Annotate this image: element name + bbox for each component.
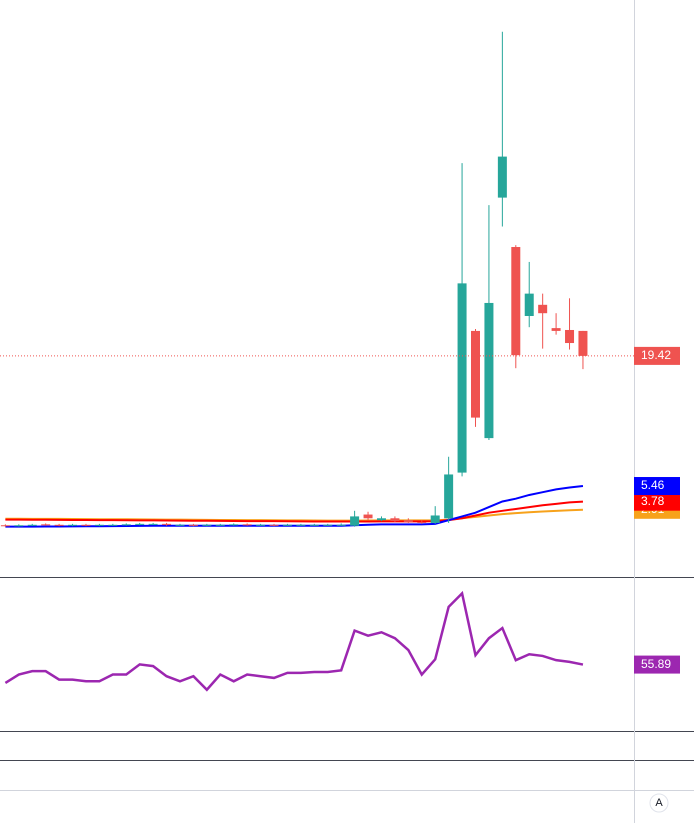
candle-body [162, 523, 172, 525]
candle-body [484, 302, 494, 439]
candle-body [0, 525, 10, 527]
candle-body [376, 518, 386, 521]
last-value-label: 3.78 [641, 494, 665, 508]
candle-body [363, 514, 373, 519]
candle-body [497, 156, 507, 198]
last-value-tag [634, 346, 680, 365]
candle-body [256, 524, 266, 526]
candle-body [94, 524, 104, 526]
candle-body [296, 524, 306, 526]
candle-body [148, 523, 158, 525]
last-value-tag [634, 477, 680, 496]
candle-body [215, 524, 225, 526]
candle-body [511, 247, 521, 356]
candle-body [551, 328, 561, 331]
candle-body [54, 524, 64, 526]
candle-body [578, 330, 588, 356]
candle-body [350, 516, 360, 526]
candle-body [121, 524, 131, 526]
candle-body [417, 522, 427, 524]
line-series [4, 590, 584, 692]
marks-layer [0, 31, 634, 692]
candle-body [444, 474, 454, 519]
candle-body [108, 524, 118, 526]
candle-body [229, 524, 239, 526]
auto-scale-button[interactable] [649, 793, 669, 813]
line-series [5, 500, 584, 523]
candle-body [175, 524, 185, 526]
line-series [5, 485, 584, 528]
candle-body [282, 524, 292, 526]
candle-body [524, 293, 534, 316]
candle-body [188, 524, 198, 526]
candle-body [81, 524, 91, 526]
candle-body [403, 520, 413, 523]
candle-body [269, 524, 279, 526]
candle-body [323, 524, 333, 526]
auto-scale-label[interactable]: A [655, 797, 663, 809]
candle-body [309, 524, 319, 526]
last-value-label: 55.89 [641, 657, 671, 671]
candle-body [135, 523, 145, 525]
candle-body [41, 524, 51, 526]
candle-body [430, 515, 440, 523]
candle-body [457, 283, 467, 473]
candle-body [390, 518, 400, 522]
last-value-tag [634, 492, 680, 511]
last-value-label: 19.42 [641, 348, 671, 362]
candle-body [68, 524, 78, 526]
candle-body [27, 524, 37, 526]
candle-body [471, 330, 480, 418]
candle-body [565, 329, 575, 344]
candle-body [336, 524, 346, 526]
candle-body [14, 525, 24, 527]
last-value-tag [634, 655, 680, 674]
candle-body [538, 304, 548, 314]
candle-body [202, 524, 212, 526]
candle-body [242, 524, 252, 526]
last-value-label: 5.46 [641, 478, 665, 492]
